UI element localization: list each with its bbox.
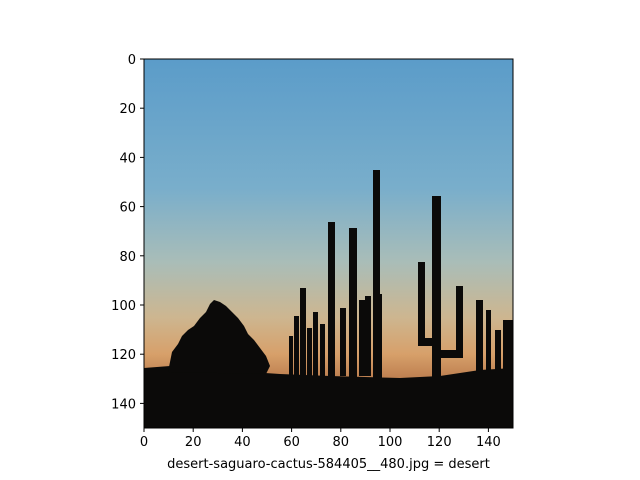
y-axis: 0 20 40 60 80 100 120 140 [111, 53, 144, 412]
y-tick-label: 120 [111, 348, 136, 363]
x-axis-label: desert-saguaro-cactus-584405__480.jpg = … [167, 457, 490, 472]
y-tick-label: 60 [119, 201, 136, 216]
x-tick-label: 80 [333, 435, 350, 450]
y-tick-label: 20 [119, 102, 136, 117]
x-tick-label: 100 [378, 435, 403, 450]
x-tick-label: 60 [283, 435, 300, 450]
y-tick-label: 40 [119, 151, 136, 166]
x-axis: 0 20 40 60 80 100 120 140 [140, 428, 501, 450]
x-tick-label: 0 [140, 435, 148, 450]
y-tick-label: 0 [128, 53, 136, 68]
cactus-silhouette [144, 170, 513, 428]
x-tick-label: 40 [234, 435, 251, 450]
x-tick-label: 140 [476, 435, 501, 450]
x-tick-label: 120 [427, 435, 452, 450]
plot-frame [143, 58, 514, 429]
image-plot [144, 59, 513, 428]
y-tick-label: 80 [119, 250, 136, 265]
y-tick-label: 140 [111, 397, 136, 412]
y-tick-label: 100 [111, 299, 136, 314]
x-tick-label: 20 [185, 435, 202, 450]
